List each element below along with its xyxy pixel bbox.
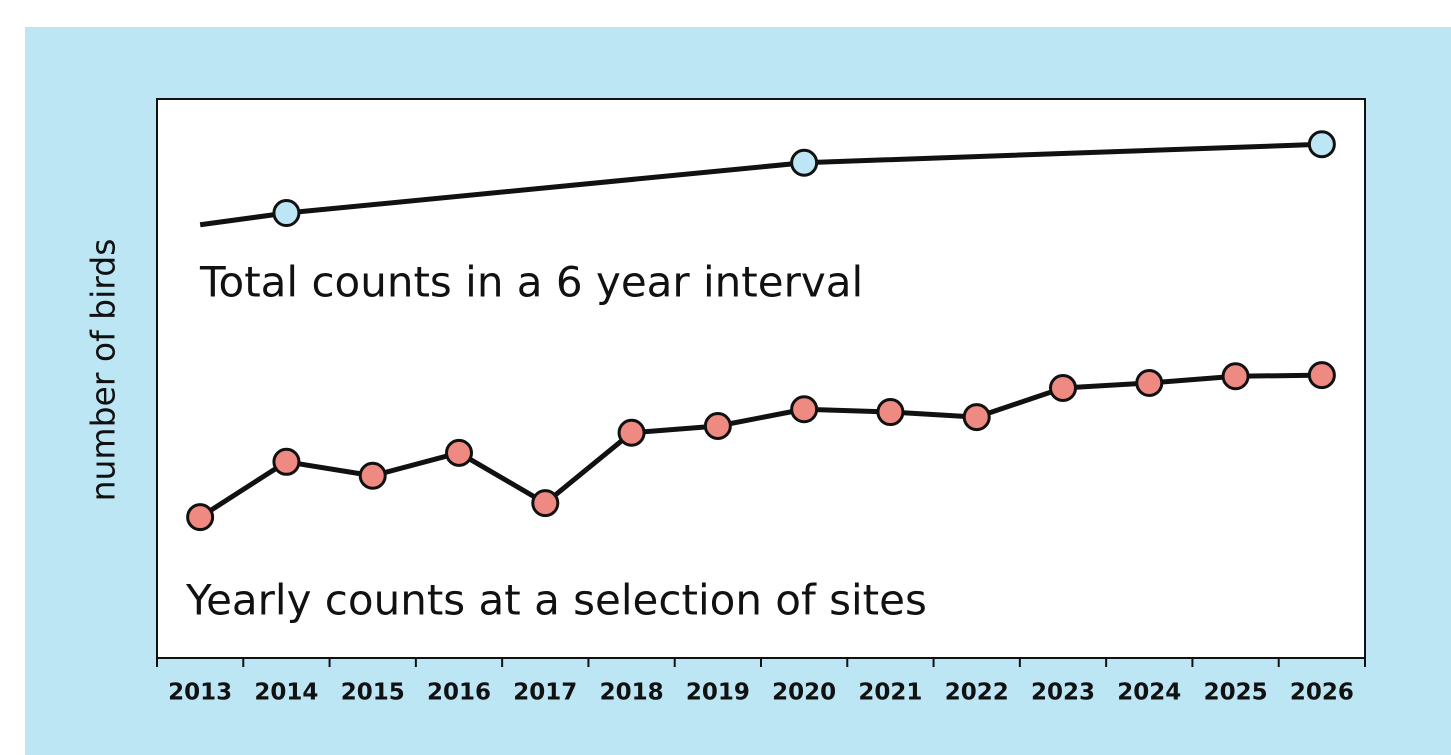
x-tick-label: 2024 bbox=[1117, 680, 1181, 706]
x-tick-label: 2025 bbox=[1204, 680, 1268, 706]
x-tick-label: 2020 bbox=[772, 680, 836, 706]
plot-area bbox=[156, 98, 1366, 659]
point-marker bbox=[876, 398, 905, 427]
point-marker bbox=[962, 403, 991, 432]
x-tick-label: 2013 bbox=[168, 680, 232, 706]
point-marker bbox=[1135, 368, 1164, 397]
point-marker bbox=[1221, 362, 1250, 391]
point-marker bbox=[272, 447, 301, 476]
x-tick-label: 2017 bbox=[513, 680, 577, 706]
x-tick-label: 2015 bbox=[341, 680, 405, 706]
x-tick-label: 2016 bbox=[427, 680, 491, 706]
point-marker bbox=[1307, 130, 1336, 159]
series-label: Yearly counts at a selection of sites bbox=[185, 576, 927, 625]
x-tick-label: 2019 bbox=[686, 680, 750, 706]
x-tick-label: 2018 bbox=[600, 680, 664, 706]
point-marker bbox=[531, 489, 560, 518]
point-marker bbox=[790, 395, 819, 424]
series-line bbox=[198, 372, 1322, 520]
x-tick-label: 2022 bbox=[945, 680, 1009, 706]
point-marker bbox=[1307, 361, 1336, 390]
series-label: Total counts in a 6 year interval bbox=[199, 258, 863, 307]
point-marker bbox=[186, 503, 215, 532]
point-marker bbox=[1049, 374, 1077, 403]
y-axis-label: number of birds bbox=[84, 239, 123, 502]
point-marker bbox=[272, 199, 301, 228]
x-tick-label: 2014 bbox=[254, 680, 318, 706]
point-marker bbox=[703, 412, 732, 441]
x-tick-label: 2023 bbox=[1031, 680, 1095, 706]
point-marker bbox=[617, 418, 646, 447]
series-line bbox=[199, 141, 1322, 228]
point-marker bbox=[790, 148, 819, 177]
x-tick-label: 2021 bbox=[858, 680, 922, 706]
point-marker bbox=[445, 438, 473, 467]
point-marker bbox=[358, 461, 387, 490]
x-tick-label: 2026 bbox=[1290, 680, 1354, 706]
